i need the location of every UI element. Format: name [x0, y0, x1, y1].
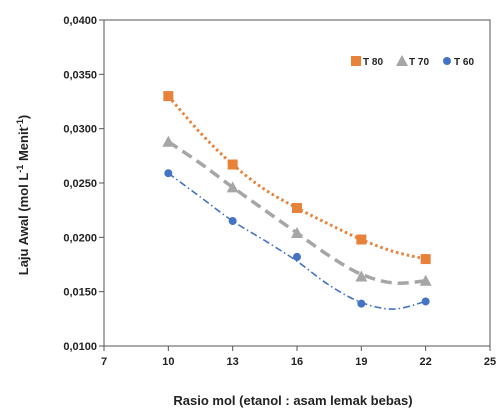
legend-label-t-70: T 70: [409, 57, 429, 68]
y-tick-label: 0,0200: [63, 232, 97, 244]
point-t-80: [420, 254, 431, 265]
y-axis: 0,0100 0,0150 0,0200 0,0250 0,0300 0,0350 0,04…: [63, 15, 104, 353]
x-axis-title: Rasio mol (etanol : asam lemak bebas): [173, 393, 412, 408]
x-tick-label: 22: [420, 356, 432, 368]
point-t-80: [356, 234, 367, 245]
point-t-70: [291, 226, 303, 238]
point-t-70: [226, 181, 239, 193]
point-t-60: [228, 217, 237, 226]
y-tick-label: 0,0350: [63, 69, 97, 81]
x-tick-label: 25: [484, 356, 496, 368]
x-axis: 7 10 13 16 19 22 25: [101, 346, 496, 368]
point-t-60: [164, 169, 173, 178]
legend-marker-t-60: [443, 57, 451, 65]
legend-label-t-60: T 60: [454, 57, 474, 68]
legend-label-t-80: T 80: [363, 57, 383, 68]
legend: T 80 T 70 T 60: [351, 55, 474, 68]
x-tick-label: 10: [162, 356, 174, 368]
y-tick-label: 0,0100: [63, 341, 97, 353]
data-points: [162, 91, 432, 308]
x-tick-label: 7: [101, 356, 107, 368]
legend-marker-t-80: [351, 56, 361, 66]
plot-border: [103, 19, 491, 347]
legend-marker-t-70: [396, 55, 408, 66]
point-t-60: [421, 297, 430, 306]
point-t-80: [163, 91, 174, 102]
point-t-80: [292, 202, 302, 213]
y-tick-label: 0,0150: [63, 287, 97, 299]
trend-lines: [167, 95, 427, 310]
point-t-60: [357, 299, 366, 308]
y-tick-label: 0,0400: [63, 15, 97, 27]
point-t-60: [293, 252, 301, 261]
trendline-t-60: [167, 172, 426, 310]
x-tick-label: 19: [355, 356, 367, 368]
point-t-70: [162, 135, 175, 147]
point-t-70: [355, 270, 368, 282]
y-tick-label: 0,0250: [63, 178, 97, 190]
y-axis-title: Laju Awal (mol L-1 Menit-1): [15, 115, 31, 276]
x-tick-label: 16: [291, 356, 303, 368]
x-tick-label: 13: [227, 356, 239, 368]
point-t-80: [227, 159, 238, 170]
point-t-70: [419, 274, 432, 286]
y-tick-label: 0,0300: [63, 124, 97, 136]
plot-frame: [103, 19, 491, 347]
